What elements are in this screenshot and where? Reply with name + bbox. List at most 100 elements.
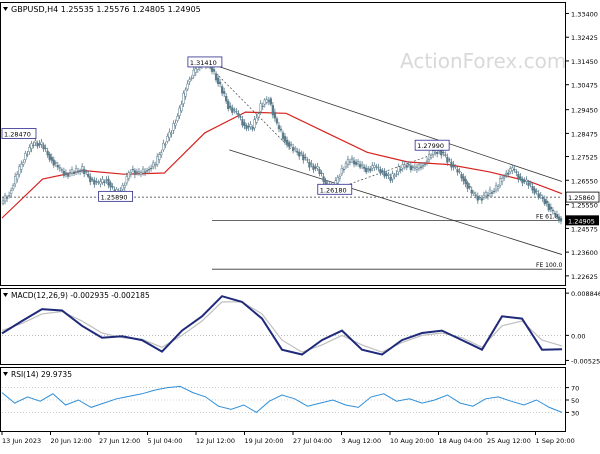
candle-body — [158, 154, 161, 160]
price-label-text: 1.26180 — [320, 186, 347, 194]
x-tick-label: 3 Aug 12:00 — [342, 437, 382, 445]
candle-body — [373, 165, 376, 168]
candle-body — [476, 195, 479, 201]
candle-body — [141, 168, 145, 174]
candle-body — [105, 179, 108, 181]
candle-body — [188, 79, 191, 82]
candle-body — [371, 165, 374, 169]
price-label-box — [317, 183, 353, 195]
candle-body — [194, 68, 197, 73]
x-tick-label: 1 Sep 20:00 — [536, 437, 575, 445]
candle-body — [273, 111, 277, 119]
candle-body — [261, 105, 264, 107]
candle-body — [539, 194, 542, 196]
candle-body — [448, 159, 451, 161]
macd-panel — [0, 288, 566, 365]
candle-body — [192, 69, 195, 76]
candle-body — [470, 189, 473, 194]
candle-body — [521, 178, 524, 184]
candle-body — [20, 163, 23, 170]
candle-body — [145, 170, 149, 172]
rsi-title-icon — [3, 372, 8, 376]
candle-body — [83, 169, 86, 174]
candle-body — [316, 166, 319, 169]
candle-body — [304, 156, 307, 159]
candle-body — [377, 167, 380, 169]
trend-helper-line — [334, 154, 433, 190]
candle-body — [409, 165, 412, 171]
candle-body — [456, 169, 459, 173]
candle-body — [306, 159, 309, 161]
candle-body — [133, 170, 137, 175]
candle-body — [62, 170, 66, 176]
candle-body — [1, 200, 5, 204]
candle-body — [285, 139, 289, 145]
candle-body — [152, 162, 155, 168]
y-tick-label: 1.29450 — [571, 107, 598, 115]
candle-body — [292, 147, 295, 151]
candle-body — [395, 173, 398, 175]
candle-body — [42, 144, 45, 150]
candle-body — [320, 172, 323, 174]
candle-body — [34, 140, 37, 143]
candle-body — [180, 104, 183, 112]
price-label-box — [1, 128, 37, 139]
channel-upper-line — [204, 61, 563, 182]
candle-body — [298, 152, 301, 157]
candle-body — [302, 154, 305, 161]
candle-body — [233, 109, 236, 111]
candle-body — [498, 178, 502, 186]
candle-body — [72, 172, 76, 174]
candle-body — [249, 124, 252, 127]
candle-body — [36, 142, 39, 147]
candle-body — [143, 171, 147, 173]
candle-body — [237, 113, 240, 116]
candle-body — [527, 182, 530, 186]
candle-body — [553, 212, 557, 215]
candle-body — [269, 98, 272, 105]
candle-body — [164, 143, 167, 146]
candle-body — [440, 149, 443, 156]
candle-body — [5, 197, 9, 199]
macd-y-label: 0.008846 — [571, 290, 600, 298]
candle-body — [60, 169, 64, 171]
candle-body — [147, 169, 151, 171]
candle-body — [220, 86, 224, 94]
candle-body — [462, 176, 465, 182]
candle-body — [263, 99, 266, 105]
candle-body — [505, 172, 508, 175]
candle-body — [64, 172, 68, 174]
candle-body — [507, 172, 510, 175]
candle-body — [97, 181, 100, 183]
candle-body — [74, 168, 78, 173]
candle-body — [322, 176, 325, 182]
candle-body — [417, 164, 421, 169]
candle-body — [472, 192, 475, 194]
x-tick-label: 5 Jul 04:00 — [148, 437, 183, 445]
candle-body — [517, 173, 520, 180]
candle-body — [214, 73, 218, 81]
candle-body — [241, 119, 244, 126]
candle-body — [239, 116, 242, 118]
x-tick-label: 25 Aug 12:00 — [487, 437, 531, 445]
candle-body — [421, 165, 425, 167]
candle-body — [423, 163, 427, 165]
candle-body — [176, 116, 179, 121]
candle-body — [490, 192, 494, 194]
rsi-line — [1, 385, 563, 414]
candle-body — [95, 181, 98, 183]
candle-body — [277, 125, 281, 129]
candle-body — [178, 107, 181, 117]
candle-body — [336, 177, 339, 184]
candle-body — [300, 152, 303, 154]
candle-body — [350, 157, 354, 160]
x-tick-label: 27 Jul 04:00 — [293, 437, 332, 445]
candle-body — [218, 82, 222, 84]
candle-body — [30, 143, 33, 149]
candle-body — [107, 178, 110, 186]
candle-body — [415, 167, 419, 170]
candle-body — [3, 195, 7, 202]
candle-body — [259, 103, 262, 112]
candle-body — [452, 164, 455, 168]
